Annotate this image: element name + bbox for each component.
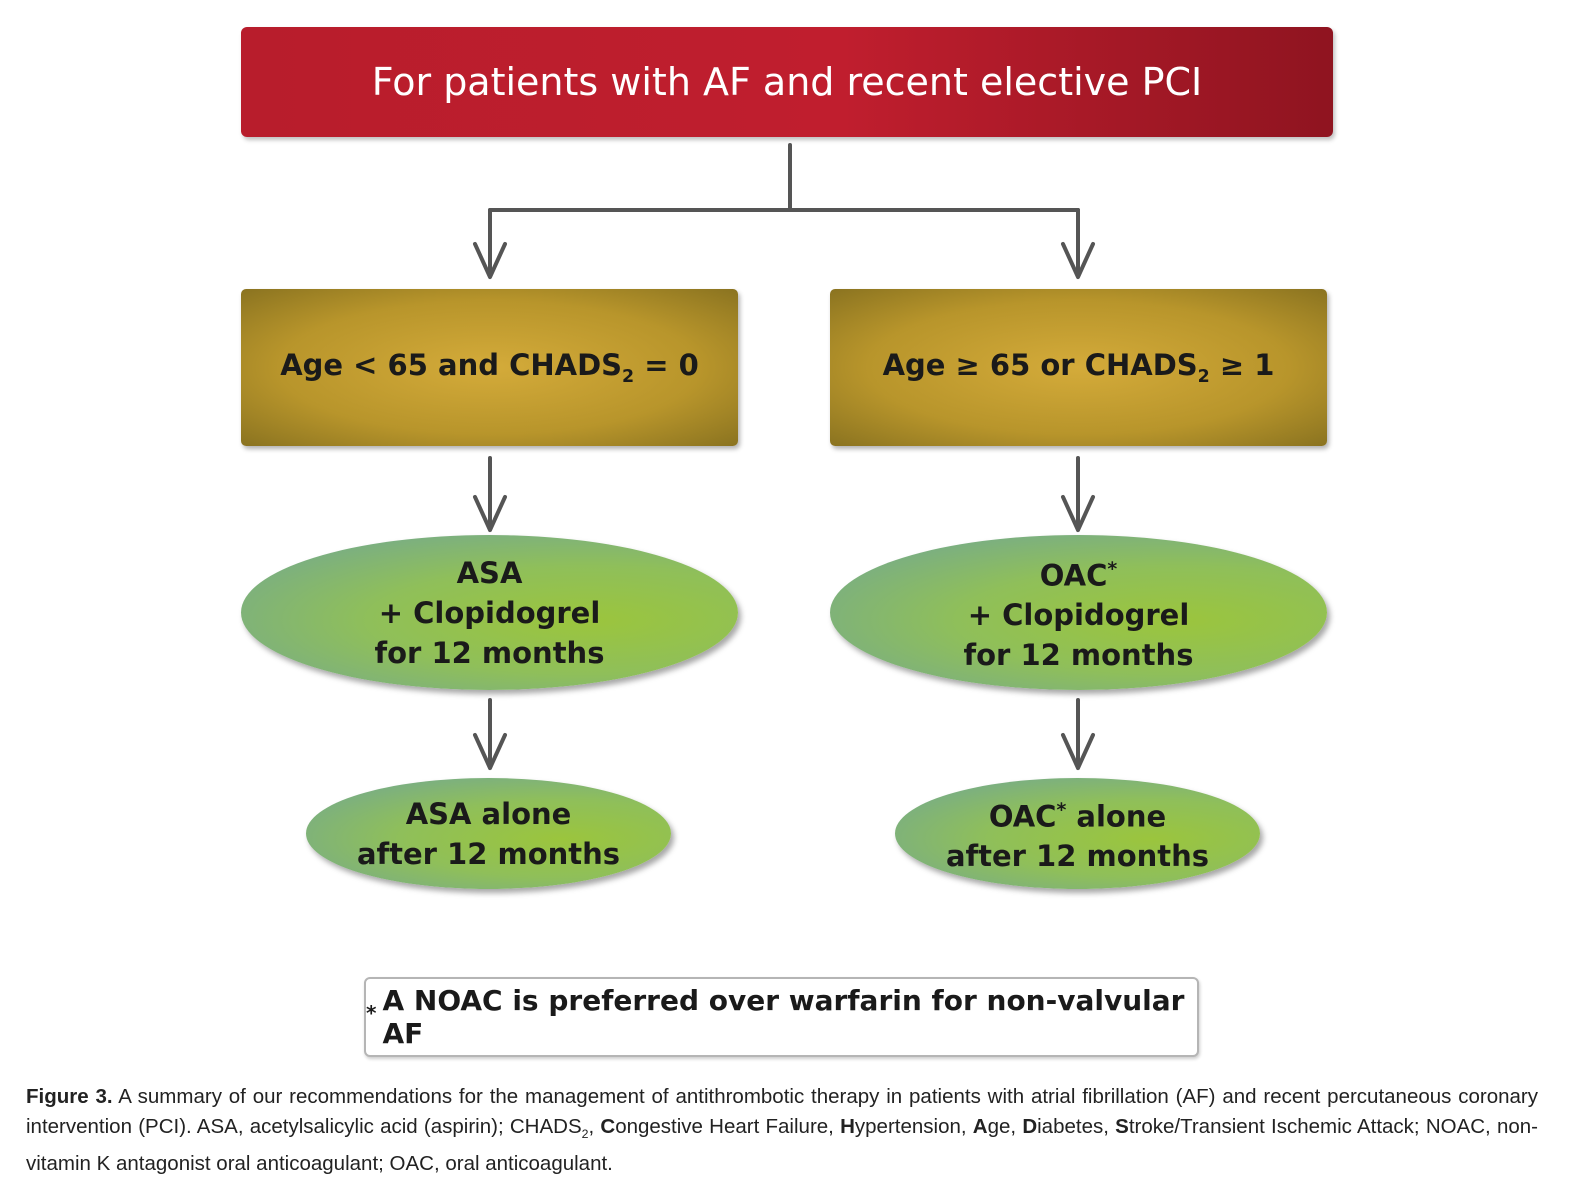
left-after-line2: after 12 months (356, 836, 621, 871)
arrow-to-left-criterion (473, 208, 507, 279)
right-after-line1: OAC* alone (988, 799, 1167, 834)
arrow-to-right-criterion (1061, 208, 1095, 279)
title-box: For patients with AF and recent elective… (241, 27, 1333, 137)
right-criterion-text: Age ≥ 65 or CHADS2 ≥ 1 (882, 348, 1275, 387)
footnote-text: A NOAC is preferred over warfarin for no… (382, 984, 1185, 1050)
figure-caption: Figure 3. A summary of our recommendatio… (26, 1085, 1538, 1176)
arrow-to-left-after (473, 698, 507, 770)
right-therapy-line3: for 12 months (963, 638, 1194, 673)
left-therapy-line3: for 12 months (374, 635, 605, 670)
left-therapy-ellipse: ASA + Clopidogrel for 12 months (241, 535, 738, 690)
footnote-box: * A NOAC is preferred over warfarin for … (364, 977, 1199, 1057)
left-therapy-line1: ASA (456, 555, 523, 590)
left-after-ellipse: ASA alone after 12 months (306, 778, 671, 889)
right-therapy-ellipse: OAC* + Clopidogrel for 12 months (830, 535, 1327, 690)
footnote-mark: * (366, 1001, 377, 1025)
left-after-line1: ASA alone (405, 796, 572, 831)
right-criterion-box: Age ≥ 65 or CHADS2 ≥ 1 (830, 289, 1327, 446)
arrow-to-right-therapy (1061, 456, 1095, 532)
left-criterion-box: Age < 65 and CHADS2 = 0 (241, 289, 738, 446)
arrow-to-left-therapy (473, 456, 507, 532)
caption-label: Figure 3. (26, 1085, 113, 1108)
title-text: For patients with AF and recent elective… (371, 60, 1203, 104)
left-therapy-line2: + Clopidogrel (378, 595, 601, 630)
arrow-to-right-after (1061, 698, 1095, 770)
right-after-ellipse: OAC* alone after 12 months (895, 778, 1260, 889)
left-criterion-text: Age < 65 and CHADS2 = 0 (280, 348, 699, 387)
right-after-line2: after 12 months (945, 839, 1210, 874)
right-therapy-line2: + Clopidogrel (967, 598, 1190, 633)
right-therapy-line1: OAC* (1039, 558, 1118, 593)
